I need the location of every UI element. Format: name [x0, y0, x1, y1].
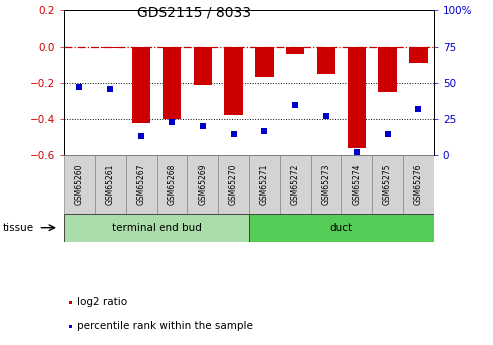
- Bar: [95, 155, 126, 214]
- Bar: [249, 214, 434, 242]
- Bar: [64, 214, 249, 242]
- Bar: [286, 47, 305, 54]
- Text: GSM65271: GSM65271: [260, 164, 269, 205]
- Text: GSM65273: GSM65273: [321, 164, 330, 205]
- Bar: [348, 47, 366, 148]
- Bar: [403, 155, 434, 214]
- Text: terminal end bud: terminal end bud: [111, 223, 202, 233]
- Bar: [132, 47, 150, 123]
- Text: percentile rank within the sample: percentile rank within the sample: [77, 322, 252, 331]
- Text: tissue: tissue: [2, 223, 34, 233]
- Text: GSM65272: GSM65272: [291, 164, 300, 205]
- Bar: [372, 155, 403, 214]
- Text: GDS2115 / 8033: GDS2115 / 8033: [137, 5, 250, 19]
- Bar: [64, 155, 95, 214]
- Text: GSM65268: GSM65268: [168, 164, 176, 205]
- Bar: [157, 155, 187, 214]
- Text: GSM65274: GSM65274: [352, 164, 361, 205]
- Text: GSM65275: GSM65275: [383, 164, 392, 205]
- Bar: [101, 47, 120, 48]
- Bar: [126, 155, 157, 214]
- Bar: [378, 47, 397, 92]
- Text: duct: duct: [330, 223, 353, 233]
- Bar: [341, 155, 372, 214]
- Bar: [163, 47, 181, 119]
- Bar: [224, 47, 243, 116]
- Text: GSM65269: GSM65269: [198, 164, 207, 205]
- Bar: [249, 155, 280, 214]
- Bar: [311, 155, 341, 214]
- Bar: [280, 155, 311, 214]
- Bar: [317, 47, 335, 74]
- Text: log2 ratio: log2 ratio: [77, 297, 127, 307]
- Text: GSM65261: GSM65261: [106, 164, 115, 205]
- Bar: [409, 47, 427, 63]
- Bar: [218, 155, 249, 214]
- Text: GSM65270: GSM65270: [229, 164, 238, 205]
- Bar: [193, 47, 212, 85]
- Bar: [187, 155, 218, 214]
- Bar: [255, 47, 274, 77]
- Text: GSM65276: GSM65276: [414, 164, 423, 205]
- Text: GSM65267: GSM65267: [137, 164, 145, 205]
- Text: GSM65260: GSM65260: [75, 164, 84, 205]
